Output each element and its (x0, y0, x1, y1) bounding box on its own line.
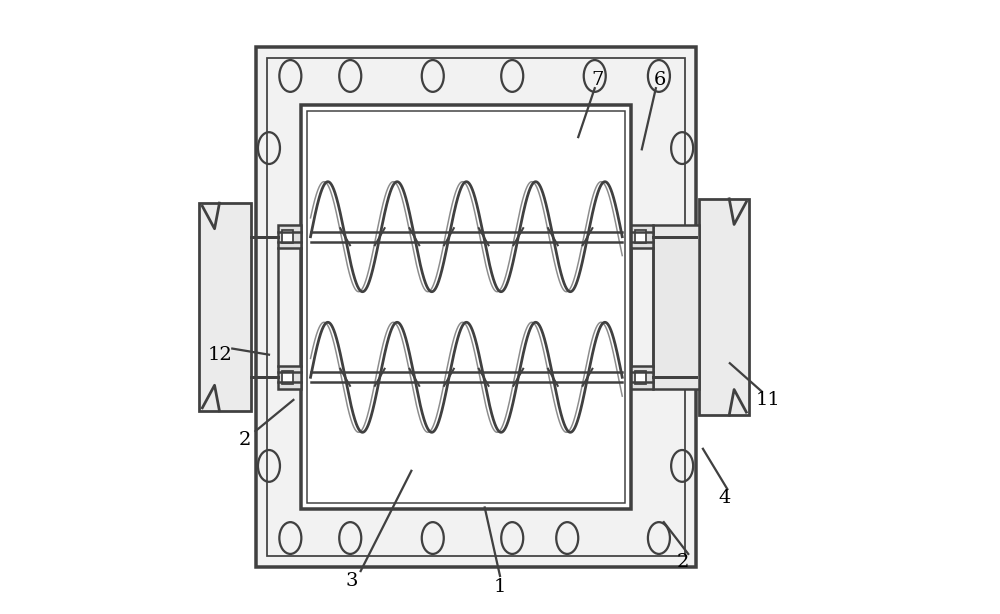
Bar (256, 47, 696, 567)
Bar (699, 199, 749, 415)
Bar (282, 230, 293, 243)
Bar (278, 366, 301, 389)
Text: 3: 3 (346, 572, 358, 590)
Bar (635, 230, 646, 243)
Bar (199, 203, 251, 411)
Bar (653, 225, 699, 389)
Text: 7: 7 (592, 71, 604, 88)
Bar (631, 225, 653, 248)
Bar (282, 371, 293, 384)
Text: 12: 12 (208, 346, 232, 363)
Bar (307, 111, 625, 503)
Bar (267, 58, 685, 556)
Text: 2: 2 (677, 553, 690, 572)
Text: 1: 1 (494, 578, 506, 596)
Text: 2: 2 (238, 431, 251, 449)
Bar (635, 371, 646, 384)
Text: 4: 4 (719, 489, 731, 507)
Text: 6: 6 (654, 71, 666, 88)
Bar (631, 366, 653, 389)
Text: 11: 11 (755, 391, 780, 409)
Bar (301, 105, 631, 509)
Bar (278, 225, 301, 248)
